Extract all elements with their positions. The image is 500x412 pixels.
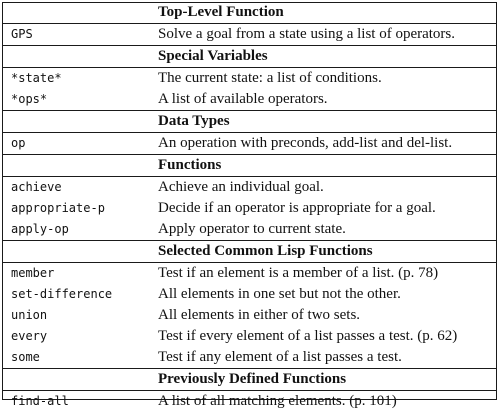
term-description: Solve a goal from a state using a list o… <box>158 26 456 42</box>
section-common-lisp-functions: Selected Common Lisp Functions member Te… <box>3 241 496 369</box>
table-row: op An operation with preconds, add-list … <box>3 133 496 155</box>
term-name: appropriate-p <box>11 201 105 215</box>
term-description: A list of available operators. <box>158 91 328 107</box>
table-row: apply-op Apply operator to current state… <box>3 219 496 241</box>
term-description: All elements in one set but not the othe… <box>158 286 401 302</box>
term-description: The current state: a list of conditions. <box>158 70 382 86</box>
term-name: apply-op <box>11 222 69 236</box>
section-top-level-function: Top-Level Function GPS Solve a goal from… <box>3 3 496 46</box>
term-name: some <box>11 350 40 364</box>
table-row: member Test if an element is a member of… <box>3 263 496 284</box>
table-row: GPS Solve a goal from a state using a li… <box>3 24 496 46</box>
term-name: *ops* <box>11 92 48 106</box>
glossary-table: Top-Level Function GPS Solve a goal from… <box>2 2 497 409</box>
section-header: Selected Common Lisp Functions <box>3 241 496 263</box>
term-name: union <box>11 308 48 322</box>
term-description: Test if an element is a member of a list… <box>158 265 439 281</box>
table-row: union All elements in either of two sets… <box>3 305 496 326</box>
term-name: GPS <box>11 27 33 41</box>
term-description: An operation with preconds, add-list and… <box>158 135 453 151</box>
term-description: Test if every element of a list passes a… <box>158 328 458 344</box>
term-name: op <box>11 136 26 150</box>
section-header: Top-Level Function <box>3 3 496 24</box>
table-row: achieve Achieve an individual goal. <box>3 177 496 198</box>
term-description: Apply operator to current state. <box>158 221 346 237</box>
section-previously-defined-functions: Previously Defined Functions find-all A … <box>3 369 496 412</box>
table-row: some Test if any element of a list passe… <box>3 347 496 369</box>
table-row: set-difference All elements in one set b… <box>3 284 496 305</box>
term-name: set-difference <box>11 287 113 301</box>
section-header: Functions <box>3 155 496 177</box>
section-data-types: Data Types op An operation with preconds… <box>3 111 496 155</box>
term-description: Achieve an individual goal. <box>158 179 324 195</box>
section-header: Data Types <box>3 111 496 133</box>
term-name: *state* <box>11 71 62 85</box>
section-header: Previously Defined Functions <box>3 369 496 391</box>
term-name: achieve <box>11 180 62 194</box>
table-row: appropriate-p Decide if an operator is a… <box>3 198 496 219</box>
term-description: Decide if an operator is appropriate for… <box>158 200 436 216</box>
table-row: *state* The current state: a list of con… <box>3 68 496 89</box>
term-description: All elements in either of two sets. <box>158 307 361 323</box>
table-row: every Test if every element of a list pa… <box>3 326 496 347</box>
term-name: every <box>11 329 48 343</box>
section-functions: Functions achieve Achieve an individual … <box>3 155 496 241</box>
section-header: Special Variables <box>3 46 496 68</box>
table-row: *ops* A list of available operators. <box>3 89 496 111</box>
section-special-variables: Special Variables *state* The current st… <box>3 46 496 111</box>
term-name: member <box>11 266 55 280</box>
term-description: Test if any element of a list passes a t… <box>158 349 402 365</box>
